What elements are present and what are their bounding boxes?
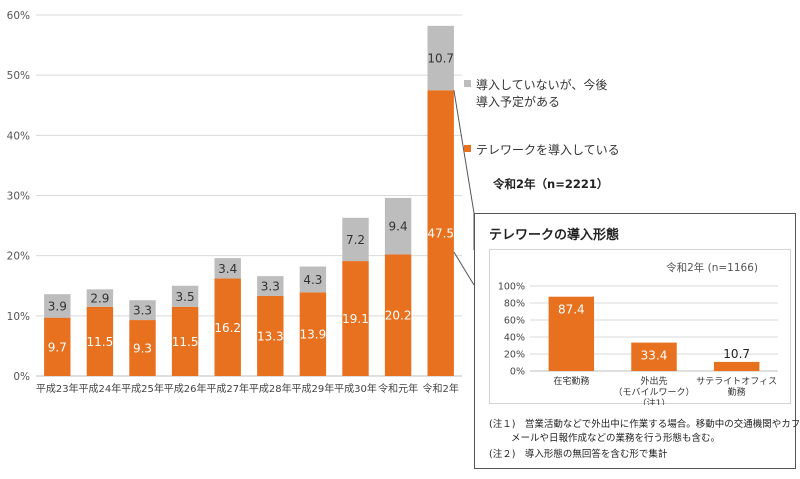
y-tick-label: 20% bbox=[7, 251, 30, 263]
bar-planned bbox=[171, 285, 199, 307]
bar-planned bbox=[384, 197, 412, 255]
x-tick-label: 令和元年 bbox=[378, 382, 418, 395]
data-label-planned: 4.3 bbox=[303, 273, 322, 287]
inset-footnote-1-cont: メールや日報作成などの業務を行う形態も含む。 bbox=[511, 433, 721, 444]
y-tick-label: 40% bbox=[7, 130, 30, 142]
data-label-adopted: 11.5 bbox=[172, 335, 199, 349]
inset-y-tick-label: 20% bbox=[504, 350, 525, 361]
bar-planned bbox=[427, 25, 454, 91]
inset-bar bbox=[631, 342, 677, 371]
bar-adopted bbox=[44, 317, 71, 376]
data-label-planned: 3.4 bbox=[218, 262, 237, 276]
data-label-adopted: 19.1 bbox=[342, 312, 369, 326]
bar-planned bbox=[299, 266, 327, 293]
inset-x-tick-label: サテライトオフィス bbox=[696, 376, 777, 387]
y-tick-label: 10% bbox=[7, 311, 30, 323]
inset-bar bbox=[548, 296, 595, 371]
sample-size-note: 令和2年（n=2221） bbox=[493, 177, 609, 191]
x-tick-label: 令和2年 bbox=[423, 382, 459, 395]
y-tick-label: 60% bbox=[7, 10, 30, 22]
bar-adopted bbox=[257, 295, 284, 376]
bar-adopted bbox=[342, 261, 369, 376]
inset-x-tick-label: （注1） bbox=[638, 397, 671, 405]
x-tick-label: 平成25年 bbox=[121, 382, 164, 395]
inset-bar bbox=[713, 361, 760, 371]
callout-line bbox=[453, 90, 475, 250]
bar-planned bbox=[44, 294, 71, 318]
bar-adopted bbox=[171, 306, 199, 376]
legend-item-planned: 導入していないが、今後 導入予定がある bbox=[464, 77, 634, 111]
data-label-adopted: 9.3 bbox=[133, 342, 152, 356]
x-tick-label: 平成27年 bbox=[206, 382, 249, 395]
bar-planned bbox=[257, 276, 284, 296]
inset-data-label: 33.4 bbox=[641, 349, 668, 363]
data-label-planned: 3.9 bbox=[48, 299, 67, 313]
x-tick-label: 平成30年 bbox=[334, 382, 377, 395]
data-label-planned: 2.9 bbox=[90, 292, 109, 306]
inset-sample-note: 令和2年 (n=1166) bbox=[666, 261, 758, 274]
inset-footnote-1: (注１) 営業活動などで外出中に作業する場合。移動中の交通機関やカフェで bbox=[489, 419, 800, 430]
legend-label-planned-2: 導入予定がある bbox=[476, 95, 561, 109]
legend-item-adopted: テレワークを導入している bbox=[464, 142, 634, 159]
inset-x-tick-label: 在宅勤務 bbox=[553, 375, 589, 387]
x-tick-label: 平成26年 bbox=[164, 382, 207, 395]
legend-swatch-gray bbox=[464, 80, 471, 87]
data-label-adopted: 11.5 bbox=[87, 335, 114, 349]
data-label-adopted: 47.5 bbox=[427, 227, 454, 241]
inset-bar-chart: 令和2年 (n=1166) 0% 20% 40% 60% 80% 100% 87.4 在宅勤務 3… bbox=[498, 261, 778, 405]
inset-y-tick-label: 100% bbox=[498, 282, 525, 293]
legend-swatch-orange bbox=[464, 145, 471, 152]
inset-y-tick-label: 0% bbox=[510, 367, 525, 378]
data-label-planned: 10.7 bbox=[427, 52, 454, 66]
data-label-planned: 3.3 bbox=[261, 280, 280, 294]
x-tick-label: 平成23年 bbox=[36, 382, 79, 395]
data-label-adopted: 20.2 bbox=[385, 309, 412, 323]
x-tick-label: 平成28年 bbox=[249, 382, 292, 395]
inset-data-label: 10.7 bbox=[723, 347, 750, 361]
bar-adopted bbox=[384, 254, 412, 376]
inset-x-tick-label: （モバイルワーク） bbox=[613, 387, 694, 398]
data-label-planned: 7.2 bbox=[346, 233, 365, 247]
y-tick-label: 0% bbox=[13, 371, 30, 383]
inset-data-label: 87.4 bbox=[558, 303, 585, 317]
inset-chart-frame: 令和2年 (n=1166) 0% 20% 40% 60% 80% 100% 87.4 在宅勤務 3… bbox=[489, 249, 791, 405]
bar-planned bbox=[214, 258, 241, 279]
inset-y-tick-label: 60% bbox=[504, 316, 525, 327]
bar-adopted bbox=[86, 306, 114, 376]
x-tick-label: 平成29年 bbox=[292, 382, 335, 395]
legend-label-adopted: テレワークを導入している bbox=[476, 143, 620, 157]
bar-adopted bbox=[427, 90, 454, 376]
x-tick-label: 平成24年 bbox=[79, 382, 122, 395]
data-label-adopted: 9.7 bbox=[48, 340, 67, 354]
inset-x-tick-label: 勤務 bbox=[728, 386, 746, 398]
data-label-planned: 9.4 bbox=[389, 220, 408, 234]
y-tick-label: 50% bbox=[7, 70, 30, 82]
inset-y-tick-label: 40% bbox=[504, 333, 525, 344]
callout-line bbox=[453, 251, 475, 286]
bar-adopted bbox=[129, 320, 156, 376]
y-tick-label: 30% bbox=[7, 191, 30, 203]
inset-x-tick-label: 外出先 bbox=[640, 375, 667, 387]
data-label-planned: 3.5 bbox=[176, 290, 195, 304]
legend-label-planned-1: 導入していないが、今後 bbox=[476, 78, 608, 92]
data-label-adopted: 13.9 bbox=[300, 328, 327, 342]
data-label-planned: 3.3 bbox=[133, 304, 152, 318]
bar-adopted bbox=[214, 278, 241, 376]
inset-panel: テレワークの導入形態 令和2年 (n=1166) 0% 20% 40% 60% 80% 10… bbox=[474, 213, 800, 469]
bar-planned bbox=[86, 289, 114, 307]
bar-adopted bbox=[299, 292, 327, 376]
data-label-adopted: 13.3 bbox=[257, 329, 284, 343]
inset-y-tick-label: 80% bbox=[504, 299, 525, 310]
inset-footnote-2: (注２) 導入形態の無回答を含む形で集計 bbox=[489, 449, 668, 460]
bar-planned bbox=[129, 300, 156, 321]
data-label-adopted: 16.2 bbox=[214, 321, 241, 335]
inset-title: テレワークの導入形態 bbox=[489, 228, 620, 243]
bar-planned bbox=[342, 217, 369, 262]
